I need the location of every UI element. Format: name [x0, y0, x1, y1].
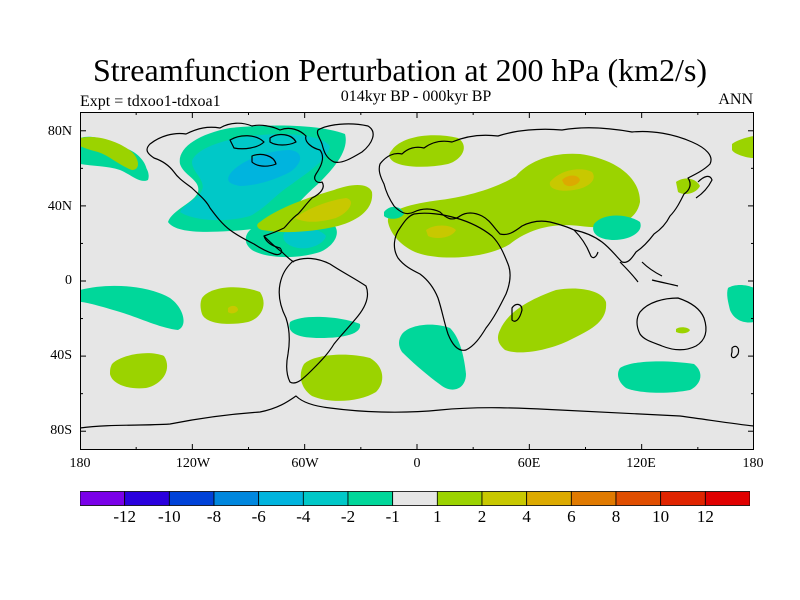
axis-ticks	[80, 112, 754, 450]
contour-south-pacific-neg	[80, 285, 184, 330]
coast-eurasia	[378, 127, 712, 263]
coast-india	[573, 229, 599, 259]
lat-tick-80s: 80S	[50, 423, 72, 438]
colorbar-swatch	[302, 491, 349, 506]
coast-arctic-islands	[229, 133, 297, 167]
colorbar-swatch	[124, 491, 170, 506]
coast-south-america	[278, 257, 369, 384]
contour-mideast-pos2	[426, 225, 456, 238]
lon-tick-60e: 60E	[517, 456, 541, 471]
contour-indian-pos	[497, 288, 607, 353]
colorbar-label: -10	[157, 507, 181, 526]
colorbar-swatch	[213, 491, 260, 506]
colorbar-label: 8	[611, 507, 621, 526]
lon-tick-0: 0	[413, 456, 421, 471]
coast-madagascar	[511, 303, 523, 322]
contour-nz-neg	[727, 285, 754, 323]
lat-tick-40n: 40N	[47, 199, 72, 214]
coast-antarctica	[80, 395, 754, 429]
coast-se-asia	[619, 261, 679, 287]
colorbar-swatch	[615, 491, 662, 506]
colorbar	[80, 491, 750, 506]
contour-east-asia-neg	[593, 215, 641, 240]
colorbar-swatch	[570, 491, 617, 506]
contour-south-pacific-pos2	[228, 305, 238, 314]
colorbar-swatch	[436, 491, 483, 506]
streamfunction-map	[80, 112, 754, 450]
contour-asia-pos3	[562, 175, 580, 187]
chart-title: Streamfunction Perturbation at 200 hPa (…	[92, 52, 708, 88]
contour-fills	[80, 125, 754, 401]
contour-north-america-neg3	[228, 150, 301, 186]
coast-africa	[393, 212, 511, 351]
colorbar-label: 2	[477, 507, 487, 526]
coast-australia	[636, 297, 707, 351]
contour-southeast-pacific-pos	[110, 353, 168, 389]
colorbar-swatch	[392, 491, 438, 506]
chart-subtitle: 014kyr BP - 000kyr BP	[340, 88, 492, 105]
colorbar-label: 10	[652, 507, 670, 526]
colorbar-swatch	[481, 491, 528, 506]
lon-tick-120w: 120W	[175, 456, 211, 471]
coast-new-zealand	[730, 345, 740, 359]
coast-central-america	[263, 235, 295, 263]
coast-north-america	[146, 122, 324, 256]
coast-japan	[695, 175, 713, 199]
colorbar-label: -1	[385, 507, 400, 526]
colorbar-swatch	[660, 491, 706, 506]
contour-atlantic-pos2	[295, 198, 351, 222]
colorbar-label: -12	[113, 507, 136, 526]
coastlines	[80, 122, 754, 429]
colorbar-label: 6	[567, 507, 576, 526]
lat-tick-40s: 40S	[50, 348, 72, 363]
lat-tick-80n: 80N	[47, 124, 72, 139]
contour-south-atlantic-pos	[300, 354, 383, 401]
experiment-label: Expt = tdxoo1-tdxoa1	[80, 93, 221, 110]
colorbar-swatch	[168, 491, 215, 506]
lon-tick-180w: 180	[69, 456, 91, 471]
colorbar-swatch	[258, 491, 304, 506]
colorbar-label: -6	[251, 507, 266, 526]
lon-tick-180e: 180	[742, 456, 764, 471]
contour-japan-pos	[676, 178, 700, 194]
lat-tick-0: 0	[65, 273, 72, 288]
season-label: ANN	[718, 91, 753, 108]
coast-greenland	[316, 123, 374, 163]
lon-tick-120e: 120E	[626, 456, 656, 471]
contour-south-atlantic-neg2	[399, 324, 466, 390]
colorbar-label: -8	[206, 507, 222, 526]
contour-dateline-pos	[732, 136, 754, 158]
colorbar-label: 1	[433, 507, 442, 526]
contour-alaska-pos	[80, 136, 138, 170]
contour-caribbean-neg2	[283, 228, 326, 249]
lon-tick-60w: 60W	[291, 456, 319, 471]
colorbar-swatch	[704, 491, 750, 506]
colorbar-label: 12	[696, 507, 714, 526]
colorbar-label: -4	[296, 507, 311, 526]
colorbar-swatch	[526, 491, 572, 506]
colorbar-swatch	[347, 491, 394, 506]
contour-australia-pos	[676, 327, 690, 334]
colorbar-label: -2	[340, 507, 356, 526]
contour-south-atlantic-neg	[289, 316, 361, 338]
contour-south-indian-neg	[618, 361, 701, 393]
contour-south-pacific-pos	[200, 287, 264, 324]
contour-europe-pos	[389, 135, 464, 167]
colorbar-label: 4	[522, 507, 531, 526]
colorbar-swatch	[80, 491, 126, 506]
